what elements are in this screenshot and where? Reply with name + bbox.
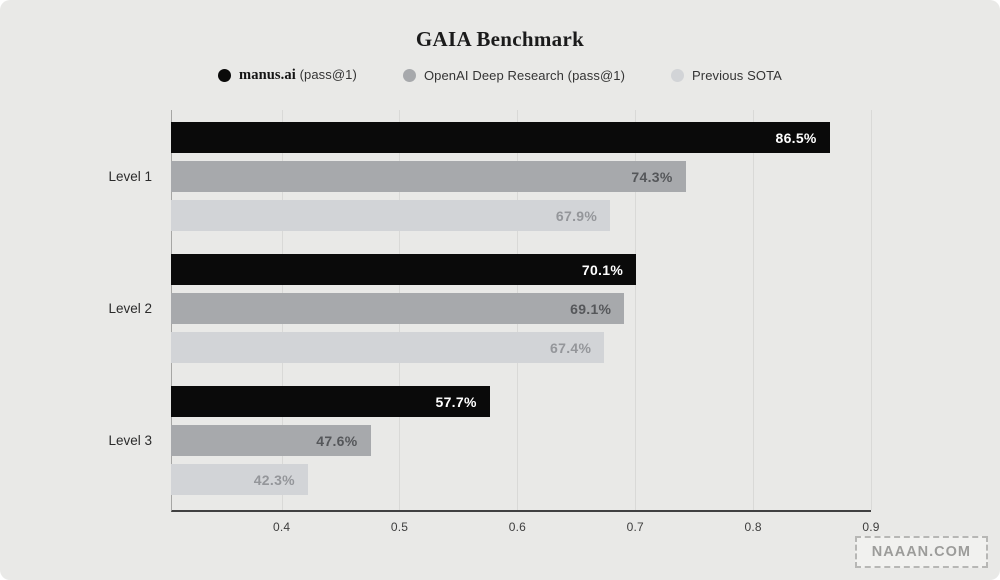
legend-label-manus-ai-suffix: (pass@1) <box>299 66 357 82</box>
bar-level-1-openai-deep-research-pass-1: 74.3% <box>171 161 686 192</box>
bar-value-label: 69.1% <box>570 300 612 317</box>
bar-value-label: 42.3% <box>253 471 295 488</box>
bar-level-2-openai-deep-research-pass-1: 69.1% <box>171 293 625 324</box>
bar-level-1-manus-ai-pass-1: 86.5% <box>171 122 830 153</box>
bar-group-level-1: Level 1 86.5% 74.3% 67.9% <box>0 122 871 231</box>
bar-value-label: 70.1% <box>581 261 624 278</box>
legend-dot-icon <box>671 68 685 82</box>
x-tick-label: 0.4 <box>272 520 291 534</box>
bar-value-label: 47.6% <box>316 432 358 449</box>
category-label: Level 1 <box>108 169 152 184</box>
group-bars: 86.5% 74.3% 67.9% <box>171 122 871 231</box>
bar-value-label: 67.9% <box>555 207 598 224</box>
legend-label-previous-sota: Previous SOTA <box>692 67 782 83</box>
x-tick-label: 0.8 <box>744 520 762 534</box>
legend-item-openai-deep-research: OpenAI Deep Research (pass@1) <box>402 67 626 83</box>
legend-dot-icon <box>402 68 416 82</box>
gridline <box>871 110 872 510</box>
gridline <box>635 110 637 510</box>
group-bars: 70.1% 69.1% 67.4% <box>171 254 871 363</box>
x-tick-label: 0.6 <box>508 520 527 534</box>
bar-level-2-previous-sota: 67.4% <box>171 332 605 363</box>
bar-value-label: 57.7% <box>435 393 477 410</box>
legend-label-openai-deep-research: OpenAI Deep Research (pass@1) <box>423 67 626 83</box>
bar-value-label: 86.5% <box>775 129 817 146</box>
chart-title: GAIA Benchmark <box>415 27 585 51</box>
bar-chart: 0.4 0.5 0.6 0.7 0.8 0.9 Level 1 86.5% 74.3% 67.9… <box>0 110 880 534</box>
bar-level-3-manus-ai-pass-1: 57.7% <box>171 386 490 417</box>
x-tick-label: 0.9 <box>862 520 880 534</box>
legend: manus.ai (pass@1) OpenAI Deep Research (… <box>0 66 1000 84</box>
bar-groups: Level 1 86.5% 74.3% 67.9% Level 2 70.1% 69.1% 6… <box>0 122 871 495</box>
bar-value-label: 67.4% <box>550 339 592 356</box>
bar-level-3-openai-deep-research-pass-1: 47.6% <box>171 425 371 456</box>
bar-level-2-manus-ai-pass-1: 70.1% <box>171 254 637 285</box>
x-tick-label: 0.7 <box>626 520 644 534</box>
group-bars: 57.7% 47.6% 42.3% <box>171 386 871 495</box>
gridline <box>753 110 755 510</box>
bar-level-3-previous-sota: 42.3% <box>171 464 308 495</box>
legend-item-previous-sota: Previous SOTA <box>671 68 782 83</box>
bar-group-level-2: Level 2 70.1% 69.1% 67.4% <box>0 254 871 363</box>
category-label: Level 2 <box>108 301 152 316</box>
bar-group-level-3: Level 3 57.7% 47.6% 42.3% <box>0 386 871 495</box>
bar-level-1-previous-sota: 67.9% <box>171 200 611 231</box>
legend-dot-icon <box>218 68 232 82</box>
legend-label-manus-ai: manus.ai <box>239 66 296 83</box>
watermark: NAAAN.COM <box>854 536 988 568</box>
legend-item-manus-ai: manus.ai (pass@1) <box>218 67 357 84</box>
bar-value-label: 74.3% <box>631 168 673 185</box>
x-tick-label: 0.5 <box>390 520 409 534</box>
category-label: Level 3 <box>108 433 152 448</box>
